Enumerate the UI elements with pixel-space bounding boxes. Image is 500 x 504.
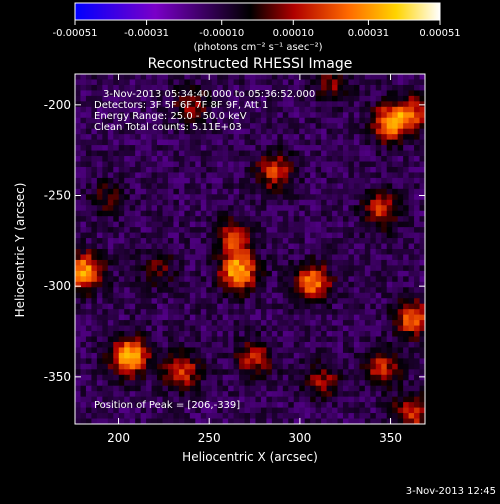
y-tick-label: -300 [44, 279, 71, 293]
footer-timestamp: 3-Nov-2013 12:45 [406, 486, 496, 497]
colorbar-unit-label: (photons cm⁻² s⁻¹ asec⁻²) [193, 42, 322, 53]
colorbar-strip [74, 2, 441, 21]
colorbar: -0.00051 -0.00031 -0.00010 0.00010 0.00031 0.… [53, 2, 461, 53]
colorbar-tick-label: 0.00010 [273, 28, 314, 39]
plot-frame [74, 73, 426, 425]
colorbar-tick-label: 0.00031 [348, 28, 389, 39]
x-tick-label: 350 [379, 431, 402, 445]
x-tick-label: 200 [107, 431, 130, 445]
info-line: Energy Range: 25.0 - 50.0 keV [94, 111, 247, 122]
x-tick-label: 250 [198, 431, 221, 445]
chart-title: Reconstructed RHESSI Image [148, 56, 353, 72]
info-line: 3-Nov-2013 05:34:40.000 to 05:36:52.000 [103, 89, 315, 100]
x-axis-label: Heliocentric X (arcsec) [182, 450, 318, 464]
axis-ticks: 200 250 300 350 -200 -250 -300 -350 [44, 74, 425, 445]
peak-position-label: Position of Peak = [206,-339] [94, 400, 240, 411]
colorbar-tick-label: -0.00051 [53, 28, 98, 39]
heatmap-image [75, 74, 425, 424]
x-tick-label: 300 [288, 431, 311, 445]
colorbar-tick-label: 0.00051 [419, 28, 460, 39]
info-line: Clean Total counts: 5.11E+03 [94, 122, 242, 133]
colorbar-ticks: -0.00051 -0.00031 -0.00010 0.00010 0.00031 0.… [53, 20, 461, 39]
info-panel: 3-Nov-2013 05:34:40.000 to 05:36:52.000D… [94, 89, 315, 133]
y-axis-label: Heliocentric Y (arcsec) [13, 183, 27, 318]
info-line: Detectors: 3F 5F 6F 7F 8F 9F, Att 1 [94, 100, 268, 111]
y-tick-label: -350 [44, 370, 71, 384]
y-tick-label: -250 [44, 189, 71, 203]
y-tick-label: -200 [44, 98, 71, 112]
colorbar-tick-label: -0.00031 [124, 28, 169, 39]
colorbar-tick-label: -0.00010 [199, 28, 244, 39]
